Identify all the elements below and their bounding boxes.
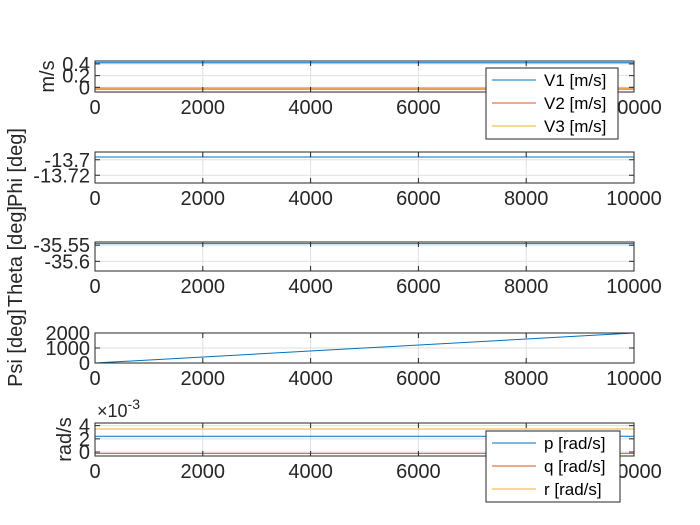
x-tick-label: 4000 — [288, 188, 333, 210]
x-tick-label: 6000 — [396, 97, 441, 119]
x-tick-label: 10000 — [606, 368, 662, 390]
y-axis-label: m/s — [37, 60, 59, 92]
legend-entry: q [rad/s] — [544, 457, 605, 476]
axes-box — [94, 151, 635, 184]
x-tick-label: 8000 — [504, 188, 549, 210]
y-tick-label: 0.4 — [62, 54, 90, 76]
y-axis-label: Phi [deg] — [5, 128, 27, 207]
x-tick-label: 8000 — [504, 368, 549, 390]
y-exponent-label: ×10-3 — [97, 396, 140, 421]
subplot-2: 0 2000 4000 6000 8000 10000 -13.72-13.7 Phi [de… — [5, 128, 662, 210]
x-tick-label: 6000 — [396, 188, 441, 210]
legend: V1 [m/s] V2 [m/s] V3 [m/s] — [485, 67, 619, 140]
y-tick-label: 0.2 — [62, 66, 90, 88]
x-tick-label: 0 — [89, 368, 100, 390]
y-tick-label: 0 — [79, 77, 90, 99]
x-tick-label: 4000 — [288, 276, 333, 298]
axes-box — [94, 422, 635, 457]
axes-box — [94, 60, 635, 93]
x-tick-label: 0 — [89, 276, 100, 298]
x-tick-label: 10000 — [606, 97, 662, 119]
legend-entry: V1 [m/s] — [544, 71, 606, 90]
legend: p [rad/s] q [rad/s] r [rad/s] — [485, 430, 621, 503]
x-tick-label: 2000 — [181, 368, 226, 390]
plot-area — [95, 242, 634, 271]
x-tick-label: 4000 — [288, 97, 333, 119]
y-axis-label: rad/s — [54, 417, 76, 461]
y-tick-label: 0 — [79, 442, 90, 464]
x-tick-label: 6000 — [396, 276, 441, 298]
x-tick-label: 8000 — [504, 276, 549, 298]
x-tick-label: 4000 — [288, 461, 333, 483]
axes-box — [94, 241, 635, 272]
x-tick-label: 4000 — [288, 368, 333, 390]
x-tick-label: 0 — [89, 461, 100, 483]
y-tick-label: 2 — [79, 429, 90, 451]
x-tick-label: 10000 — [606, 276, 662, 298]
x-tick-label: 2000 — [181, 97, 226, 119]
x-tick-label: 2000 — [181, 276, 226, 298]
legend-entry: p [rad/s] — [544, 434, 605, 453]
x-tick-label: 0 — [89, 97, 100, 119]
legend-entry: V2 [m/s] — [544, 94, 606, 113]
y-axis-label: Psi [deg] — [5, 309, 27, 387]
subplot-5: 0200040006000800010000024rad/s×10-3p [ra… — [54, 396, 662, 503]
y-tick-label: -13.7 — [44, 150, 90, 172]
y-tick-label: 0 — [79, 353, 90, 375]
x-tick-label: 2000 — [181, 461, 226, 483]
x-tick-label: 0 — [89, 188, 100, 210]
x-tick-label: 6000 — [396, 461, 441, 483]
y-axis-label: Theta [deg] — [5, 206, 27, 307]
y-tick-label: -13.72 — [33, 165, 90, 187]
y-tick-label: 1000 — [46, 338, 91, 360]
subplot-3: 0 2000 4000 6000 8000 10000 -35.6-35.55 Theta [… — [5, 206, 662, 307]
x-tick-label: 6000 — [396, 368, 441, 390]
legend-entry: V3 [m/s] — [544, 117, 606, 136]
series-line-1 — [94, 332, 635, 364]
y-tick-label: -35.6 — [44, 251, 90, 273]
subplot-1: 020004000600080001000000.20.4m/sV1 [m/s]… — [37, 54, 662, 140]
y-tick-label: 4 — [79, 416, 90, 438]
x-tick-label: 2000 — [181, 188, 226, 210]
y-tick-label: 2000 — [46, 323, 91, 345]
x-tick-label: 10000 — [606, 188, 662, 210]
legend-entry: r [rad/s] — [544, 480, 602, 499]
y-tick-label: -35.55 — [33, 235, 90, 257]
